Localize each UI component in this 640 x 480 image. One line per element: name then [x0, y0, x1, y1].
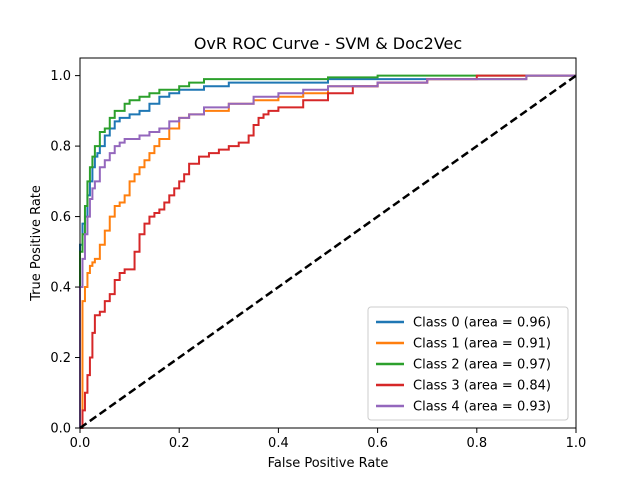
x-tick-label: 1.0 — [566, 436, 587, 451]
y-tick-label: 0.2 — [50, 351, 71, 366]
y-axis-label: True Positive Rate — [29, 185, 44, 302]
x-tick-label: 0.0 — [70, 436, 91, 451]
x-axis: 0.0 0.2 0.4 0.6 0.8 1.0 — [70, 428, 587, 451]
legend-label-class-3: Class 3 (area = 0.84) — [413, 379, 551, 394]
roc-line-class-2 — [79, 74, 576, 428]
y-axis: 0.0 0.2 0.4 0.6 0.8 1.0 — [50, 69, 80, 437]
roc-line-class-1 — [80, 74, 576, 429]
legend-label-class-0: Class 0 (area = 0.96) — [413, 316, 551, 331]
roc-line-class-0 — [79, 78, 527, 428]
roc-line-class-4 — [79, 74, 576, 428]
y-tick-label: 1.0 — [50, 69, 71, 84]
y-tick-label: 0.8 — [50, 140, 71, 155]
x-tick-label: 0.8 — [466, 436, 487, 451]
y-tick-label: 0.6 — [50, 210, 71, 225]
x-axis-label: False Positive Rate — [268, 456, 389, 471]
legend-frame — [367, 306, 569, 421]
plot-area — [79, 74, 576, 429]
y-tick-label: 0.0 — [50, 422, 71, 437]
chart-title: OvR ROC Curve - SVM & Doc2Vec — [194, 34, 462, 53]
x-tick-label: 0.2 — [169, 436, 190, 451]
x-tick-label: 0.4 — [268, 436, 289, 451]
legend-label-class-4: Class 4 (area = 0.93) — [413, 400, 551, 415]
roc-line-class-3 — [80, 74, 576, 429]
axes-frame — [79, 57, 577, 429]
legend-label-class-1: Class 1 (area = 0.91) — [413, 337, 551, 352]
x-tick-label: 0.6 — [367, 436, 388, 451]
y-tick-label: 0.4 — [50, 281, 71, 296]
legend: Class 0 (area = 0.96) Class 1 (area = 0.9… — [367, 306, 569, 421]
legend-label-class-2: Class 2 (area = 0.97) — [413, 358, 551, 373]
chance-reference-line — [79, 74, 577, 430]
